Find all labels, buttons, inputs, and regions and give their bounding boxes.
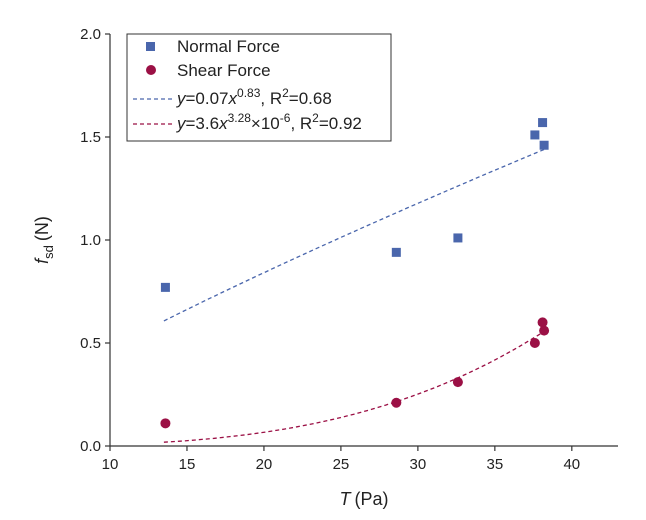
fit-lines	[163, 148, 545, 443]
x-tick-label: 30	[410, 456, 427, 473]
axis-ticks: 10 15 20 25 30 35 40 0.0 0.5 1.0 1.5 2.0	[80, 26, 580, 473]
x-axis-title: T (Pa)	[339, 489, 388, 509]
normal-force-point	[530, 130, 540, 140]
y-tick-label: 1.5	[80, 129, 101, 146]
y-tick-label: 0.0	[80, 438, 101, 455]
y-tick-label: 1.0	[80, 232, 101, 249]
legend-shear-force-marker	[146, 65, 156, 75]
normal-force-point	[539, 140, 549, 150]
x-tick-label: 15	[179, 456, 196, 473]
normal-force-point	[538, 118, 548, 128]
legend-shear-fit-equation: y=3.6x3.28×10-6, R2=0.92	[176, 111, 362, 133]
normal-force-point	[453, 233, 463, 243]
shear-force-fit-curve	[163, 330, 545, 443]
y-tick-label: 2.0	[80, 26, 101, 43]
shear-force-point	[452, 377, 463, 388]
data-points	[160, 118, 550, 429]
legend: Normal Force Shear Force y=0.07x0.83, R2…	[126, 33, 392, 142]
legend-shear-force-label: Shear Force	[177, 61, 271, 80]
normal-force-point	[391, 247, 401, 257]
x-tick-label: 10	[102, 456, 119, 473]
legend-normal-fit-equation: y=0.07x0.83, R2=0.68	[176, 86, 332, 108]
shear-force-point	[160, 418, 171, 429]
shear-force-point	[529, 338, 540, 348]
x-tick-label: 20	[256, 456, 273, 473]
legend-box	[126, 33, 392, 142]
shear-force-point	[539, 325, 550, 336]
y-tick-label: 0.5	[80, 335, 101, 352]
shear-force-point	[537, 317, 548, 328]
normal-force-point	[160, 282, 170, 292]
legend-normal-force-marker	[146, 42, 155, 51]
y-axis-title: fsd(N)	[32, 216, 56, 264]
legend-normal-force-label: Normal Force	[177, 37, 280, 56]
normal-force-fit-curve	[163, 148, 545, 322]
x-tick-label: 40	[563, 456, 580, 473]
x-tick-label: 35	[487, 456, 504, 473]
shear-force-point	[391, 397, 402, 408]
x-tick-label: 25	[333, 456, 350, 473]
